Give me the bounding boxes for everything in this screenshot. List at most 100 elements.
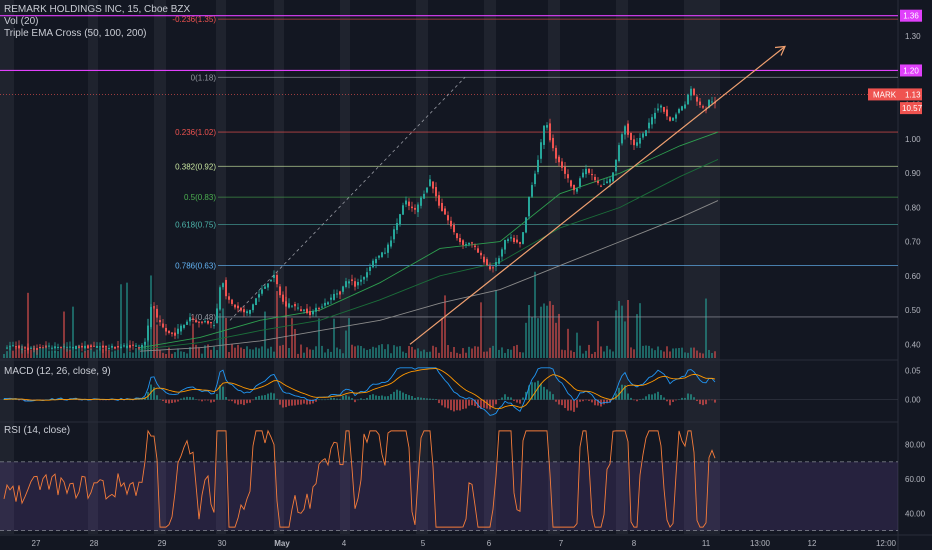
macd-hist-84: [255, 396, 257, 400]
candle-body-181: [546, 125, 548, 128]
volume-bar-180: [543, 303, 545, 358]
candle-body-171: [516, 239, 518, 243]
macd-hist-154: [465, 399, 467, 409]
volume-bar-148: [447, 345, 449, 358]
volume-bar-47: [144, 344, 146, 358]
candle-body-103: [312, 311, 314, 315]
macd-hist-128: [387, 396, 389, 400]
volume-value-label: 10.57: [902, 104, 923, 113]
volume-bar-138: [417, 348, 419, 358]
candle-body-55: [168, 330, 170, 333]
trendline-arrow[interactable]: [409, 46, 786, 345]
macd-hist-56: [171, 399, 173, 403]
rsi-study-label[interactable]: RSI (14, close): [4, 425, 71, 436]
macd-hist-228: [687, 393, 689, 400]
macd-hist-101: [306, 399, 308, 405]
volume-bar-114: [345, 330, 347, 358]
fib-retracement[interactable]: -0.236(1.35) 0(1.18) 0.236(1.02) 0.382(0.92…: [172, 15, 898, 322]
candle-body-136: [411, 206, 413, 209]
macd-hist-175: [528, 385, 530, 400]
candle-body-65: [198, 321, 200, 323]
ema-study-label[interactable]: Triple EMA Cross (50, 100, 200): [4, 28, 147, 39]
drawings[interactable]: [229, 45, 786, 345]
candle-body-235: [708, 99, 710, 108]
volume-bar-125: [378, 345, 380, 358]
macd-hist-118: [357, 399, 359, 401]
macd-hist-171: [516, 399, 518, 403]
volume-bar-4: [15, 346, 17, 358]
candle-body-131: [396, 222, 398, 231]
candle-body-39: [120, 346, 122, 349]
macd-hist-108: [327, 399, 329, 400]
symbol-title[interactable]: REMARK HOLDINGS INC, 15, Cboe BZX: [4, 4, 191, 15]
volume-bar-118: [357, 345, 359, 358]
macd-hist-4: [15, 399, 17, 400]
volume-bar-42: [129, 351, 131, 358]
candle-body-31: [96, 345, 98, 348]
macd-hist-125: [378, 395, 380, 400]
candle-body-170: [513, 237, 515, 242]
session-band-4: [274, 0, 284, 534]
candle-body-193: [582, 172, 584, 178]
macd-hist-67: [204, 399, 206, 401]
candle-body-70: [213, 325, 215, 327]
fib-trend-dashed-line[interactable]: [229, 77, 466, 321]
candle-body-140: [423, 193, 425, 199]
volume-study-label[interactable]: Vol (20): [4, 16, 39, 27]
time-tick-0: 27: [32, 539, 41, 548]
candle-body-221: [666, 109, 668, 117]
price-tick-0: 1.30: [905, 32, 921, 41]
candle-body-16: [51, 347, 53, 349]
candle-body-199: [600, 185, 602, 187]
candle-body-209: [630, 132, 632, 140]
macd-hist-206: [621, 384, 623, 400]
candle-body-101: [306, 308, 308, 314]
candle-body-73: [222, 283, 224, 288]
candle-body-130: [393, 229, 395, 240]
volume-bar-211: [636, 314, 638, 358]
volume-bar-88: [267, 348, 269, 358]
candle-body-174: [525, 217, 527, 233]
volume-bar-21: [66, 348, 68, 358]
candles: [6, 86, 716, 355]
macd-hist-189: [570, 399, 572, 411]
candle-body-214: [645, 130, 647, 137]
volume-bar-14: [45, 344, 47, 358]
macd-study-label[interactable]: MACD (12, 26, close, 9): [4, 366, 111, 377]
macd-hist-207: [624, 385, 626, 400]
volume-bar-91: [276, 291, 278, 358]
macd-hist-60: [183, 397, 185, 400]
candle-body-186: [561, 161, 563, 168]
macd-hist-46: [141, 399, 143, 400]
rsi-band-fill: [0, 461, 898, 531]
volume-bar-202: [609, 349, 611, 358]
trendline-arrowhead[interactable]: [774, 45, 786, 56]
candle-body-228: [687, 94, 689, 105]
macd-hist-191: [576, 399, 578, 408]
time-tick-6: 5: [421, 539, 426, 548]
price-levels[interactable]: [0, 15, 898, 95]
macd-hist-158: [477, 399, 479, 408]
volume-bar-137: [414, 349, 416, 358]
macd-hist-160: [483, 399, 485, 408]
candle-body-122: [369, 266, 371, 271]
macd-hist-6: [21, 399, 23, 401]
volume-bar-68: [207, 344, 209, 358]
volume-bar-206: [621, 305, 623, 358]
macd-hist-8: [27, 399, 29, 401]
candle-body-125: [378, 255, 380, 258]
macd-hist-161: [486, 399, 488, 409]
candle-body-71: [216, 308, 218, 324]
volume-bar-45: [138, 344, 140, 358]
macd-hist-226: [681, 397, 683, 400]
volume-bar-182: [549, 301, 551, 358]
volume-bar-64: [195, 344, 197, 358]
candle-body-164: [495, 262, 497, 267]
macd-hist-143: [432, 398, 434, 400]
volume-bar-9: [30, 349, 32, 358]
volume-bar-2: [9, 346, 11, 358]
volume-bar-15: [48, 350, 50, 358]
volume-bar-22: [69, 349, 71, 358]
ema100-line: [139, 159, 719, 350]
